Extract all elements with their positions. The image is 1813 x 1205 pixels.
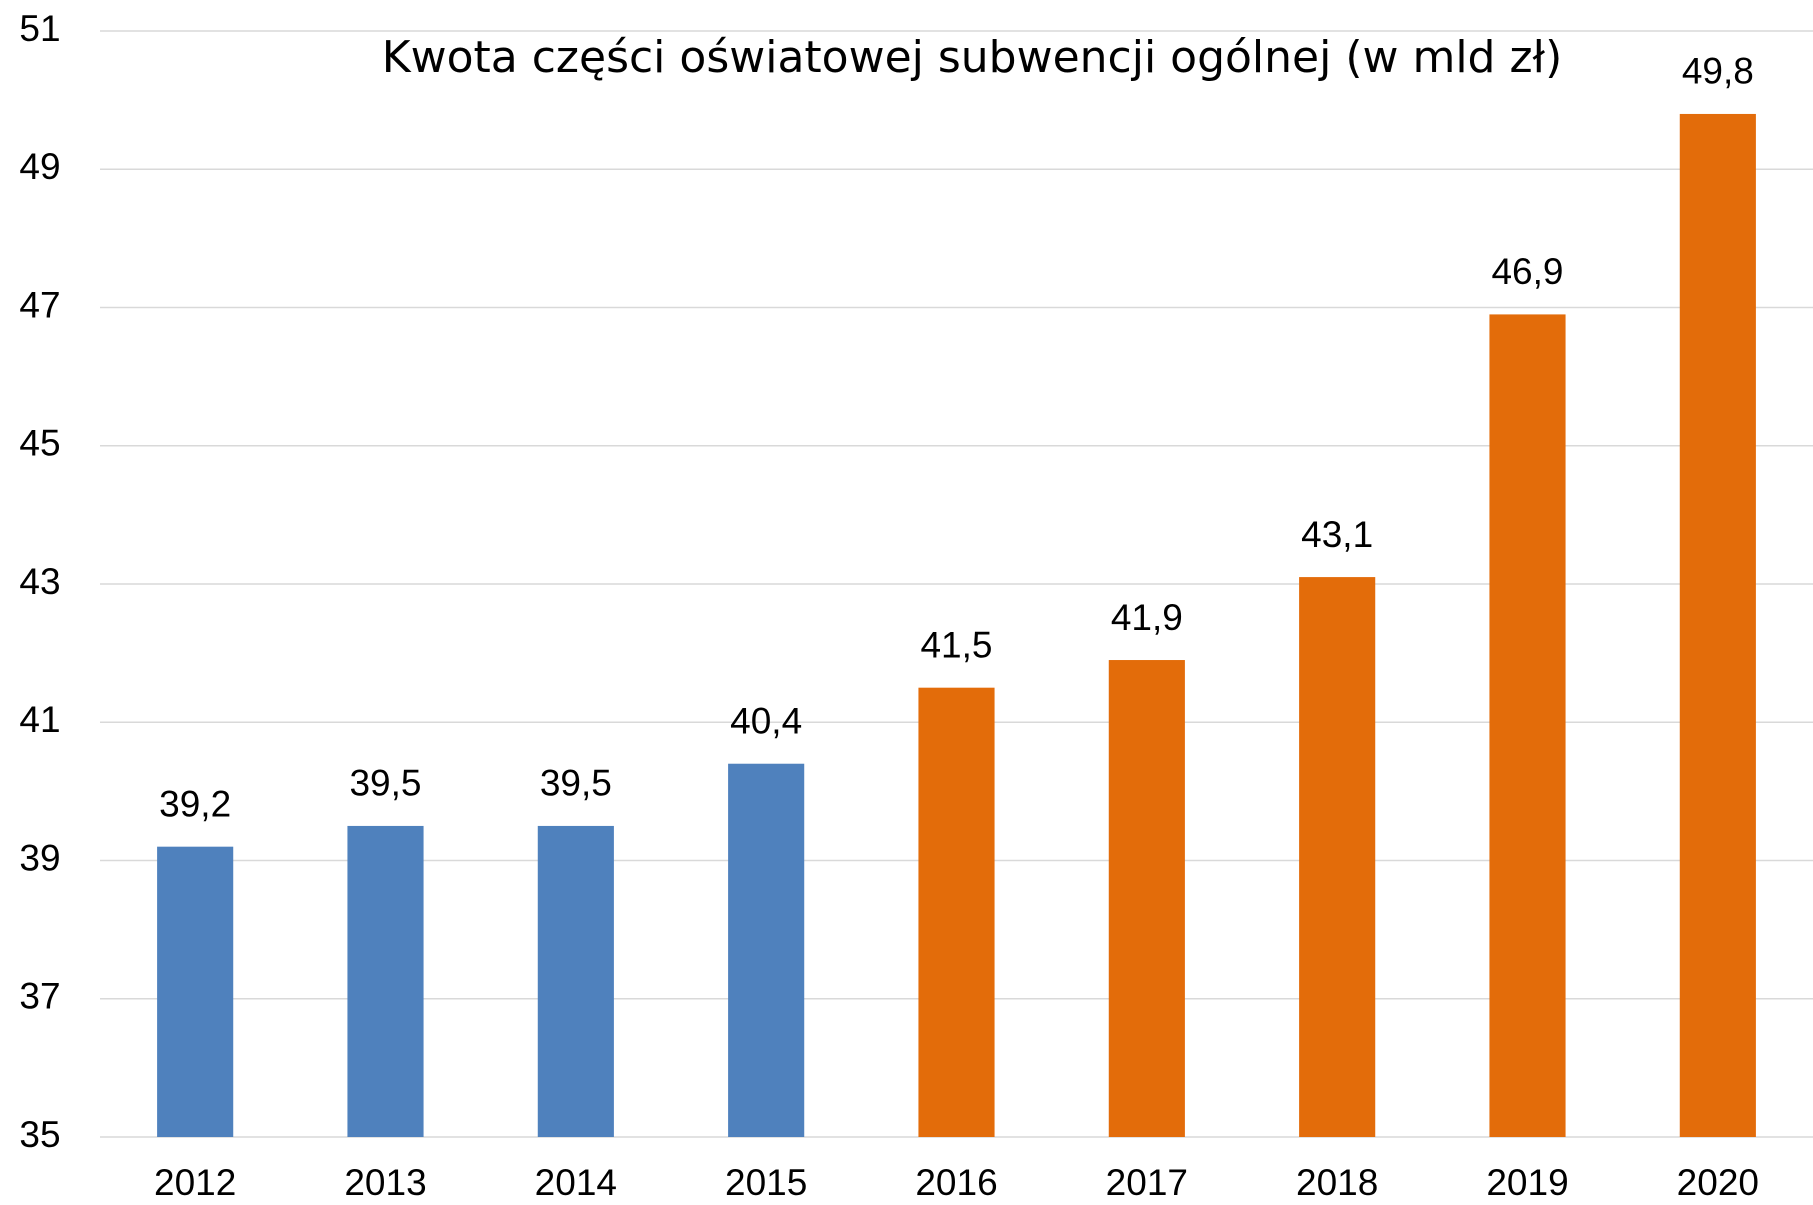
x-tick-label: 2014 (535, 1162, 617, 1203)
data-label: 39,2 (159, 783, 231, 824)
y-tick-label: 39 (19, 837, 60, 878)
x-tick-label: 2012 (154, 1162, 236, 1203)
y-tick-label: 35 (19, 1114, 60, 1155)
bar (1679, 113, 1756, 1137)
data-label: 49,8 (1682, 51, 1754, 92)
bar (1108, 660, 1185, 1137)
x-tick-label: 2017 (1106, 1162, 1188, 1203)
bar (1299, 577, 1376, 1137)
y-tick-label: 45 (19, 423, 60, 464)
x-tick-label: 2015 (725, 1162, 807, 1203)
y-tick-label: 51 (19, 8, 60, 49)
x-tick-label: 2018 (1296, 1162, 1378, 1203)
data-label: 40,4 (730, 701, 802, 742)
x-tick-label: 2013 (344, 1162, 426, 1203)
y-tick-label: 37 (19, 976, 60, 1017)
data-label: 41,9 (1111, 597, 1183, 638)
data-label: 39,5 (540, 763, 612, 804)
data-label: 46,9 (1491, 251, 1563, 292)
bar (537, 825, 614, 1137)
y-tick-label: 47 (19, 284, 60, 325)
data-label: 41,5 (920, 624, 992, 665)
chart-title: Kwota części oświatowej subwencji ogólne… (382, 32, 1562, 83)
bar (728, 763, 805, 1137)
bar (157, 846, 234, 1137)
x-tick-label: 2019 (1486, 1162, 1568, 1203)
data-label: 43,1 (1301, 514, 1373, 555)
bar (1489, 314, 1566, 1138)
y-tick-label: 49 (19, 146, 60, 187)
x-tick-label: 2020 (1677, 1162, 1759, 1203)
data-label: 39,5 (349, 763, 421, 804)
x-tick-label: 2016 (915, 1162, 997, 1203)
y-tick-label: 41 (19, 699, 60, 740)
bar (918, 687, 995, 1137)
y-tick-label: 43 (19, 561, 60, 602)
bar (347, 825, 424, 1137)
